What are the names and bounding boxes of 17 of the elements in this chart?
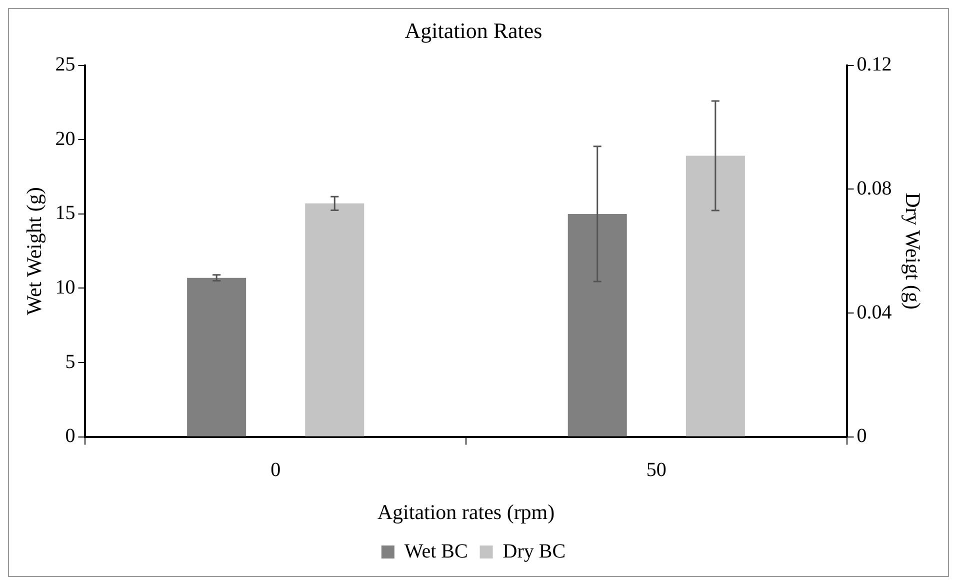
y2-axis-title: Dry Weigt (g) xyxy=(900,192,925,310)
y-tick-label: 25 xyxy=(55,54,76,76)
y2-tick-label: 0.08 xyxy=(856,177,892,200)
legend-label: Dry BC xyxy=(502,540,566,562)
legend-label: Wet BC xyxy=(404,540,468,562)
y-tick-label: 10 xyxy=(55,276,76,298)
x-tick-label: 50 xyxy=(646,459,666,482)
y-tick-label: 15 xyxy=(55,202,76,224)
y-tick-label: 5 xyxy=(65,350,76,373)
y-tick-label: 0 xyxy=(65,425,76,448)
x-axis-title: Agitation rates (rpm) xyxy=(377,500,555,524)
y2-tick-label: 0 xyxy=(856,425,867,448)
y2-tick-label: 0.12 xyxy=(856,54,892,76)
chart-title: Agitation Rates xyxy=(404,18,542,43)
y-tick-label: 20 xyxy=(55,128,76,150)
y2-tick-label: 0.04 xyxy=(856,301,892,324)
y-axis-title: Wet Weight (g) xyxy=(22,187,46,316)
